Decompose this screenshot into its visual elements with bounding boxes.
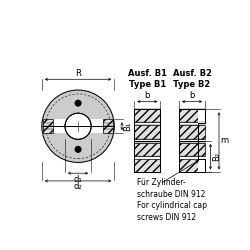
Text: m: m — [220, 136, 228, 145]
Bar — [54, 119, 103, 133]
Circle shape — [75, 100, 81, 106]
Text: d₂: d₂ — [74, 182, 82, 192]
Bar — [134, 109, 160, 172]
Text: Ausf. B2
Type B2: Ausf. B2 Type B2 — [172, 69, 212, 89]
Bar — [134, 159, 160, 172]
Circle shape — [75, 146, 81, 152]
Bar — [198, 158, 205, 172]
Bar — [198, 109, 205, 123]
Text: b: b — [189, 91, 195, 100]
Text: R: R — [75, 69, 81, 78]
Text: d₁: d₁ — [74, 175, 82, 184]
Text: B₂: B₂ — [212, 152, 221, 161]
Bar — [43, 119, 54, 133]
Bar — [179, 109, 205, 122]
Bar — [134, 143, 160, 156]
Bar — [134, 109, 160, 122]
Bar — [179, 126, 205, 138]
Text: b: b — [145, 91, 150, 100]
Text: Ausf. B1
Type B1: Ausf. B1 Type B1 — [128, 69, 167, 89]
Text: B₁: B₁ — [124, 122, 132, 131]
Circle shape — [65, 113, 91, 139]
Text: Für Zylinder-
schraube DIN 912
For cylindrical cap
screws DIN 912: Für Zylinder- schraube DIN 912 For cylin… — [136, 178, 206, 222]
Bar — [179, 143, 205, 156]
Bar — [134, 126, 160, 138]
Bar — [103, 119, 114, 133]
Bar — [179, 159, 205, 172]
